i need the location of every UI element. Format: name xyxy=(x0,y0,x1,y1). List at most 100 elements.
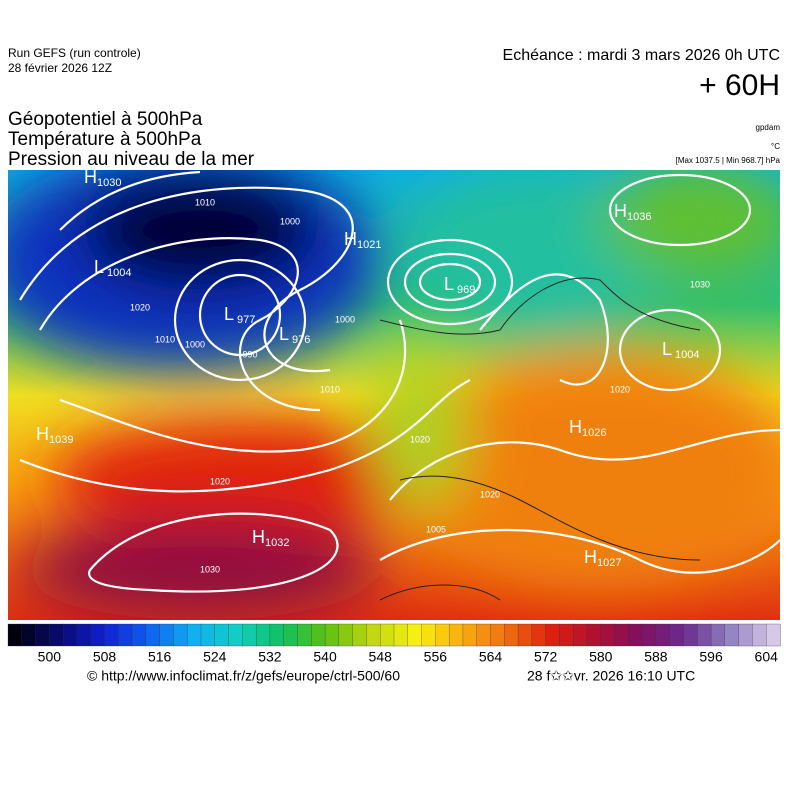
center-type: H xyxy=(569,417,582,437)
colorbar-cell xyxy=(752,623,767,647)
isobar-label: 1005 xyxy=(426,524,446,534)
colorbar-cell xyxy=(655,623,671,647)
colorbar-cell xyxy=(462,623,478,647)
colorbar-cell xyxy=(131,623,147,647)
echeance: Echéance : mardi 3 mars 2026 0h UTC xyxy=(503,47,780,64)
colorbar-cell xyxy=(35,623,51,647)
center-value: 1036 xyxy=(627,211,651,223)
isobar-label: 990 xyxy=(242,349,257,359)
map xyxy=(8,170,780,620)
colorbar-cell xyxy=(297,623,312,647)
colorbar-cell xyxy=(159,623,175,647)
colorbar-cell xyxy=(559,623,574,647)
colorbar-cell xyxy=(586,623,602,647)
colorbar-cell xyxy=(214,623,230,647)
isobar-label: 1000 xyxy=(185,339,205,349)
field: Température à 500hPa xyxy=(8,129,202,150)
colorbar-cell xyxy=(49,623,64,647)
colorbar-cell xyxy=(448,623,464,647)
colorbar-label: 556 xyxy=(424,649,448,665)
unit: °C xyxy=(771,142,780,151)
colorbar-cell xyxy=(187,623,202,647)
colorbar-cell xyxy=(393,623,409,647)
run: Run GEFS (run controle) xyxy=(8,46,141,60)
colorbar-cell xyxy=(242,623,257,647)
center-value: 1021 xyxy=(357,239,381,251)
field: Pression au niveau de la mer xyxy=(8,149,255,170)
colorbar-label: 604 xyxy=(755,649,779,665)
colorbar-label: 572 xyxy=(534,649,558,665)
colorbar-cell xyxy=(421,623,437,647)
colorbar-label: 596 xyxy=(699,649,723,665)
colorbar-cell xyxy=(683,623,698,647)
center-value: 1004 xyxy=(107,267,131,279)
run-date: 28 février 2026 12Z xyxy=(8,61,112,75)
center-value: 977 xyxy=(237,314,255,326)
colorbar-cell xyxy=(255,623,271,647)
lead-time: + 60H xyxy=(699,69,780,102)
colorbar-cell xyxy=(697,623,712,647)
center-type: H xyxy=(584,547,597,567)
colorbar-cell xyxy=(380,623,395,647)
field: Géopotentiel à 500hPa xyxy=(8,109,203,130)
colorbar-cell xyxy=(118,623,133,647)
center-value: 1032 xyxy=(265,537,289,549)
colorbar-cell xyxy=(738,623,754,647)
colorbar-cell xyxy=(724,623,740,647)
center-value: 1027 xyxy=(597,557,621,569)
center-type: L xyxy=(444,274,454,294)
center-value: 969 xyxy=(457,284,475,296)
colorbar-cell xyxy=(76,623,92,647)
colorbar-cell xyxy=(435,623,450,647)
colorbar-cell xyxy=(504,623,519,647)
isobar-label: 1020 xyxy=(480,489,500,499)
isobar-label: 1010 xyxy=(320,384,340,394)
isobar-label: 1020 xyxy=(130,302,150,312)
center-type: L xyxy=(662,339,672,359)
colorbar-label: 532 xyxy=(258,649,282,665)
colorbar-cell xyxy=(145,623,161,647)
isobar-label: 1000 xyxy=(280,216,300,226)
center-value: 1030 xyxy=(97,177,121,189)
colorbar-cell xyxy=(173,623,188,647)
colorbar-label: 588 xyxy=(644,649,668,665)
colorbar: 500 508 516 524 532 540 548 556 564 572 580 588 596 6… xyxy=(7,623,781,665)
colorbar-cell xyxy=(200,623,216,647)
colorbar-cell xyxy=(614,623,630,647)
colorbar-label: 516 xyxy=(148,649,172,665)
isobar-label: 1020 xyxy=(210,476,230,486)
colorbar-cell xyxy=(228,623,244,647)
center-type: L xyxy=(94,257,104,277)
colorbar-cell xyxy=(283,623,299,647)
unit: gpdam xyxy=(756,123,781,132)
colorbar-cell xyxy=(311,623,326,647)
colorbar-label: 524 xyxy=(203,649,227,665)
colorbar-cell xyxy=(352,623,368,647)
isobar-label: 1010 xyxy=(155,334,175,344)
colorbar-cell xyxy=(21,623,37,647)
center-value: 1039 xyxy=(49,434,73,446)
colorbar-cell xyxy=(490,623,505,647)
colorbar-label: 508 xyxy=(93,649,117,665)
colorbar-label: 564 xyxy=(479,649,503,665)
colorbar-cell xyxy=(104,623,119,647)
center-value: 976 xyxy=(292,334,310,346)
colorbar-cell xyxy=(710,623,726,647)
colorbar-label: 580 xyxy=(589,649,613,665)
timestamp: 28 f✩✩vr. 2026 16:10 UTC xyxy=(527,668,695,684)
colorbar-cell xyxy=(366,623,381,647)
center-type: H xyxy=(614,201,627,221)
colorbar-cell xyxy=(7,623,23,647)
isobar-label: 1030 xyxy=(690,279,710,289)
colorbar-cell xyxy=(407,623,423,647)
isobar-label: 1030 xyxy=(200,564,220,574)
isobar-label: 1020 xyxy=(610,384,630,394)
colorbar-cell xyxy=(641,623,657,647)
colorbar-cell xyxy=(269,623,285,647)
colorbar-cell xyxy=(62,623,78,647)
center-type: H xyxy=(36,424,49,444)
colorbar-cell xyxy=(600,623,616,647)
colorbar-cell xyxy=(531,623,547,647)
